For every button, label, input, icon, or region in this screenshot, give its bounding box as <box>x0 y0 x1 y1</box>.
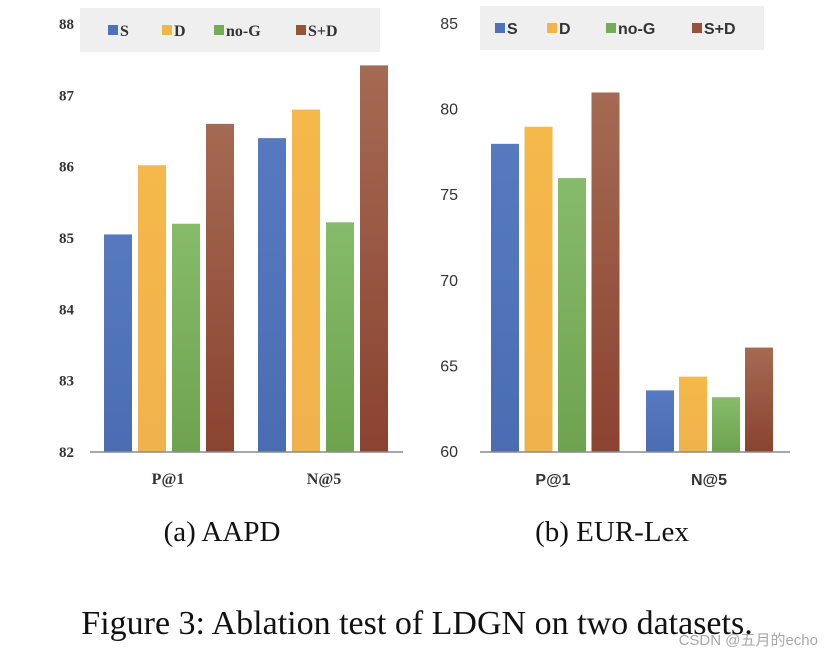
y-tick-label: 60 <box>440 444 458 461</box>
x-tick-label: P@1 <box>535 472 570 489</box>
legend-label-no-g: no-G <box>618 21 655 38</box>
bar-no-g-n5 <box>712 397 740 452</box>
y-tick-label: 70 <box>440 273 458 290</box>
y-tick-label: 88 <box>59 17 74 33</box>
bar-no-g-n5 <box>326 222 354 452</box>
legend-label-no-g: no-G <box>226 23 261 40</box>
x-tick-label: N@5 <box>691 472 727 489</box>
legend-label-d: D <box>559 21 571 38</box>
y-tick-label: 85 <box>440 16 458 33</box>
legend-label-s: S <box>507 21 518 38</box>
legend-swatch-no-g <box>606 23 616 33</box>
figure-caption: Figure 3: Ablation test of LDGN on two d… <box>81 605 752 642</box>
legend-swatch-splusd <box>692 23 702 33</box>
subcaption-eurlex: (b) EUR-Lex <box>535 516 689 548</box>
y-tick-label: 84 <box>59 302 75 318</box>
legend-swatch-s <box>495 23 505 33</box>
x-tick-label: N@5 <box>307 471 341 488</box>
y-tick-label: 75 <box>440 187 458 204</box>
bar-d-p1 <box>524 126 553 452</box>
legend-box <box>480 6 764 50</box>
bar-s-n5 <box>258 138 286 452</box>
bar-splusd-p1 <box>206 123 234 452</box>
legend-label-d: D <box>174 23 186 40</box>
bar-no-g-p1 <box>558 178 586 452</box>
y-tick-label: 87 <box>59 88 75 104</box>
legend-swatch-d <box>547 23 557 33</box>
legend-label-s: S <box>120 23 129 40</box>
bar-splusd-n5 <box>360 65 388 452</box>
bar-s-n5 <box>646 390 674 452</box>
legend-swatch-d <box>162 25 172 35</box>
watermark: CSDN @五月的echo <box>679 632 818 649</box>
legend-swatch-s <box>108 25 118 35</box>
legend-swatch-no-g <box>214 25 224 35</box>
legend-swatch-splusd <box>296 25 306 35</box>
bar-splusd-n5 <box>745 347 773 452</box>
y-tick-label: 83 <box>59 374 74 390</box>
bar-s-p1 <box>104 234 132 452</box>
y-tick-label: 82 <box>59 445 74 461</box>
legend-label-splusd: S+D <box>308 23 338 40</box>
y-tick-label: 80 <box>440 102 458 119</box>
bar-s-p1 <box>491 143 519 452</box>
subcaption-aapd: (a) AAPD <box>164 516 281 548</box>
bar-d-p1 <box>138 165 166 453</box>
bar-d-n5 <box>679 376 707 452</box>
y-tick-label: 86 <box>59 160 75 176</box>
bar-splusd-p1 <box>591 92 620 452</box>
bar-d-n5 <box>292 109 320 452</box>
y-tick-label: 85 <box>59 231 74 247</box>
y-tick-label: 65 <box>440 358 458 375</box>
x-tick-label: P@1 <box>152 471 185 488</box>
legend-box <box>80 8 380 52</box>
bar-no-g-p1 <box>172 223 200 452</box>
legend-label-splusd: S+D <box>704 21 736 38</box>
